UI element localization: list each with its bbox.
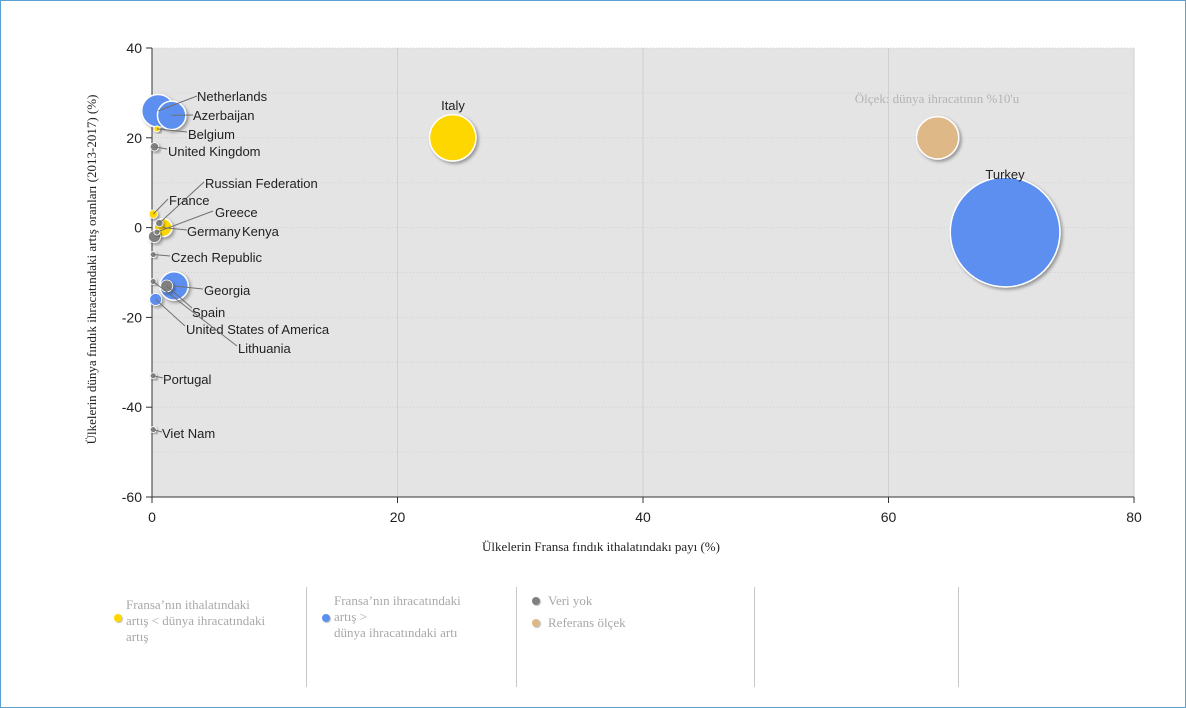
- bubble-turkey: [949, 176, 1061, 288]
- leader-line: [154, 146, 168, 150]
- leader-line: [153, 254, 171, 257]
- data-label: France: [169, 193, 209, 208]
- leader-line: [153, 429, 163, 433]
- leader-line: [162, 227, 188, 231]
- data-label: United States of America: [186, 322, 330, 337]
- y-tick-label: -40: [122, 399, 142, 415]
- leader-line: [153, 375, 164, 379]
- legend-dot-icon: [532, 597, 540, 605]
- x-tick-label: 80: [1126, 509, 1142, 525]
- legend-separator: [958, 587, 959, 687]
- scale-note: Ölçek: dünya ihracatının %10'u: [855, 91, 1020, 106]
- bubble-italy: [428, 113, 477, 162]
- data-label: Greece: [215, 205, 258, 220]
- data-label: Portugal: [163, 372, 212, 387]
- y-tick-label: -60: [122, 489, 142, 505]
- legend-dot-icon: [532, 619, 540, 627]
- data-label: Netherlands: [197, 89, 268, 104]
- data-label: Czech Republic: [171, 250, 263, 265]
- x-tick-label: 0: [148, 509, 156, 525]
- leader-line: [152, 198, 169, 215]
- legend-separator: [306, 587, 307, 687]
- leader-line: [152, 281, 238, 347]
- legend: Fransa’nın ithalatındaki artış < dünya i…: [104, 587, 964, 687]
- y-tick-label: 0: [134, 220, 142, 236]
- data-label: Russian Federation: [205, 176, 318, 191]
- legend-label: Fransa’nın ihracatındaki artış > dünya i…: [334, 593, 461, 640]
- y-axis-title: Ülkelerin dünya fındık ihracatındaki art…: [84, 95, 99, 445]
- data-label: Georgia: [204, 283, 251, 298]
- bubble-chart: 40 20 0 -20 -40 -60 0 20 40 60 80 Ülkelerin Fransa …: [84, 40, 1142, 554]
- leader-line: [156, 128, 188, 133]
- x-axis-title: Ülkelerin Fransa fındık ithalatındakı pa…: [482, 539, 720, 554]
- leader-line: [174, 285, 204, 290]
- reference-scale-bubble: [915, 115, 960, 160]
- data-label: Azerbaijan: [193, 108, 254, 123]
- data-label: Spain: [192, 305, 225, 320]
- legend-label: Veri yok: [548, 593, 593, 608]
- bubble-viet-nam: [149, 426, 157, 434]
- leader-line: [159, 181, 205, 224]
- data-label: Kenya: [242, 224, 280, 239]
- data-label: Italy: [441, 98, 465, 113]
- legend-label: Referans ölçek: [548, 615, 626, 630]
- leader-line: [155, 299, 186, 327]
- legend-separator: [754, 587, 755, 687]
- legend-dot-icon: [322, 614, 330, 622]
- legend-dot-icon: [114, 614, 122, 622]
- leader-line: [157, 95, 198, 112]
- x-tick-label: 40: [635, 509, 651, 525]
- x-tick-label: 60: [881, 509, 897, 525]
- leader-line: [156, 210, 214, 233]
- data-label: Lithuania: [238, 341, 292, 356]
- x-tick-label: 20: [390, 509, 406, 525]
- leader-line: [166, 285, 193, 309]
- y-tick-label: -20: [122, 309, 142, 325]
- legend-separator: [516, 587, 517, 687]
- data-label: United Kingdom: [168, 144, 261, 159]
- y-tick-label: 20: [126, 130, 142, 146]
- data-label: Belgium: [188, 127, 235, 142]
- legend-label: Fransa’nın ithalatındaki artış < dünya i…: [126, 597, 266, 644]
- bubble-united-kingdom: [149, 142, 160, 152]
- data-label: Turkey: [985, 167, 1025, 182]
- data-label: Viet Nam: [162, 426, 215, 441]
- y-tick-label: 40: [126, 40, 142, 56]
- data-label: Germany: [187, 224, 241, 239]
